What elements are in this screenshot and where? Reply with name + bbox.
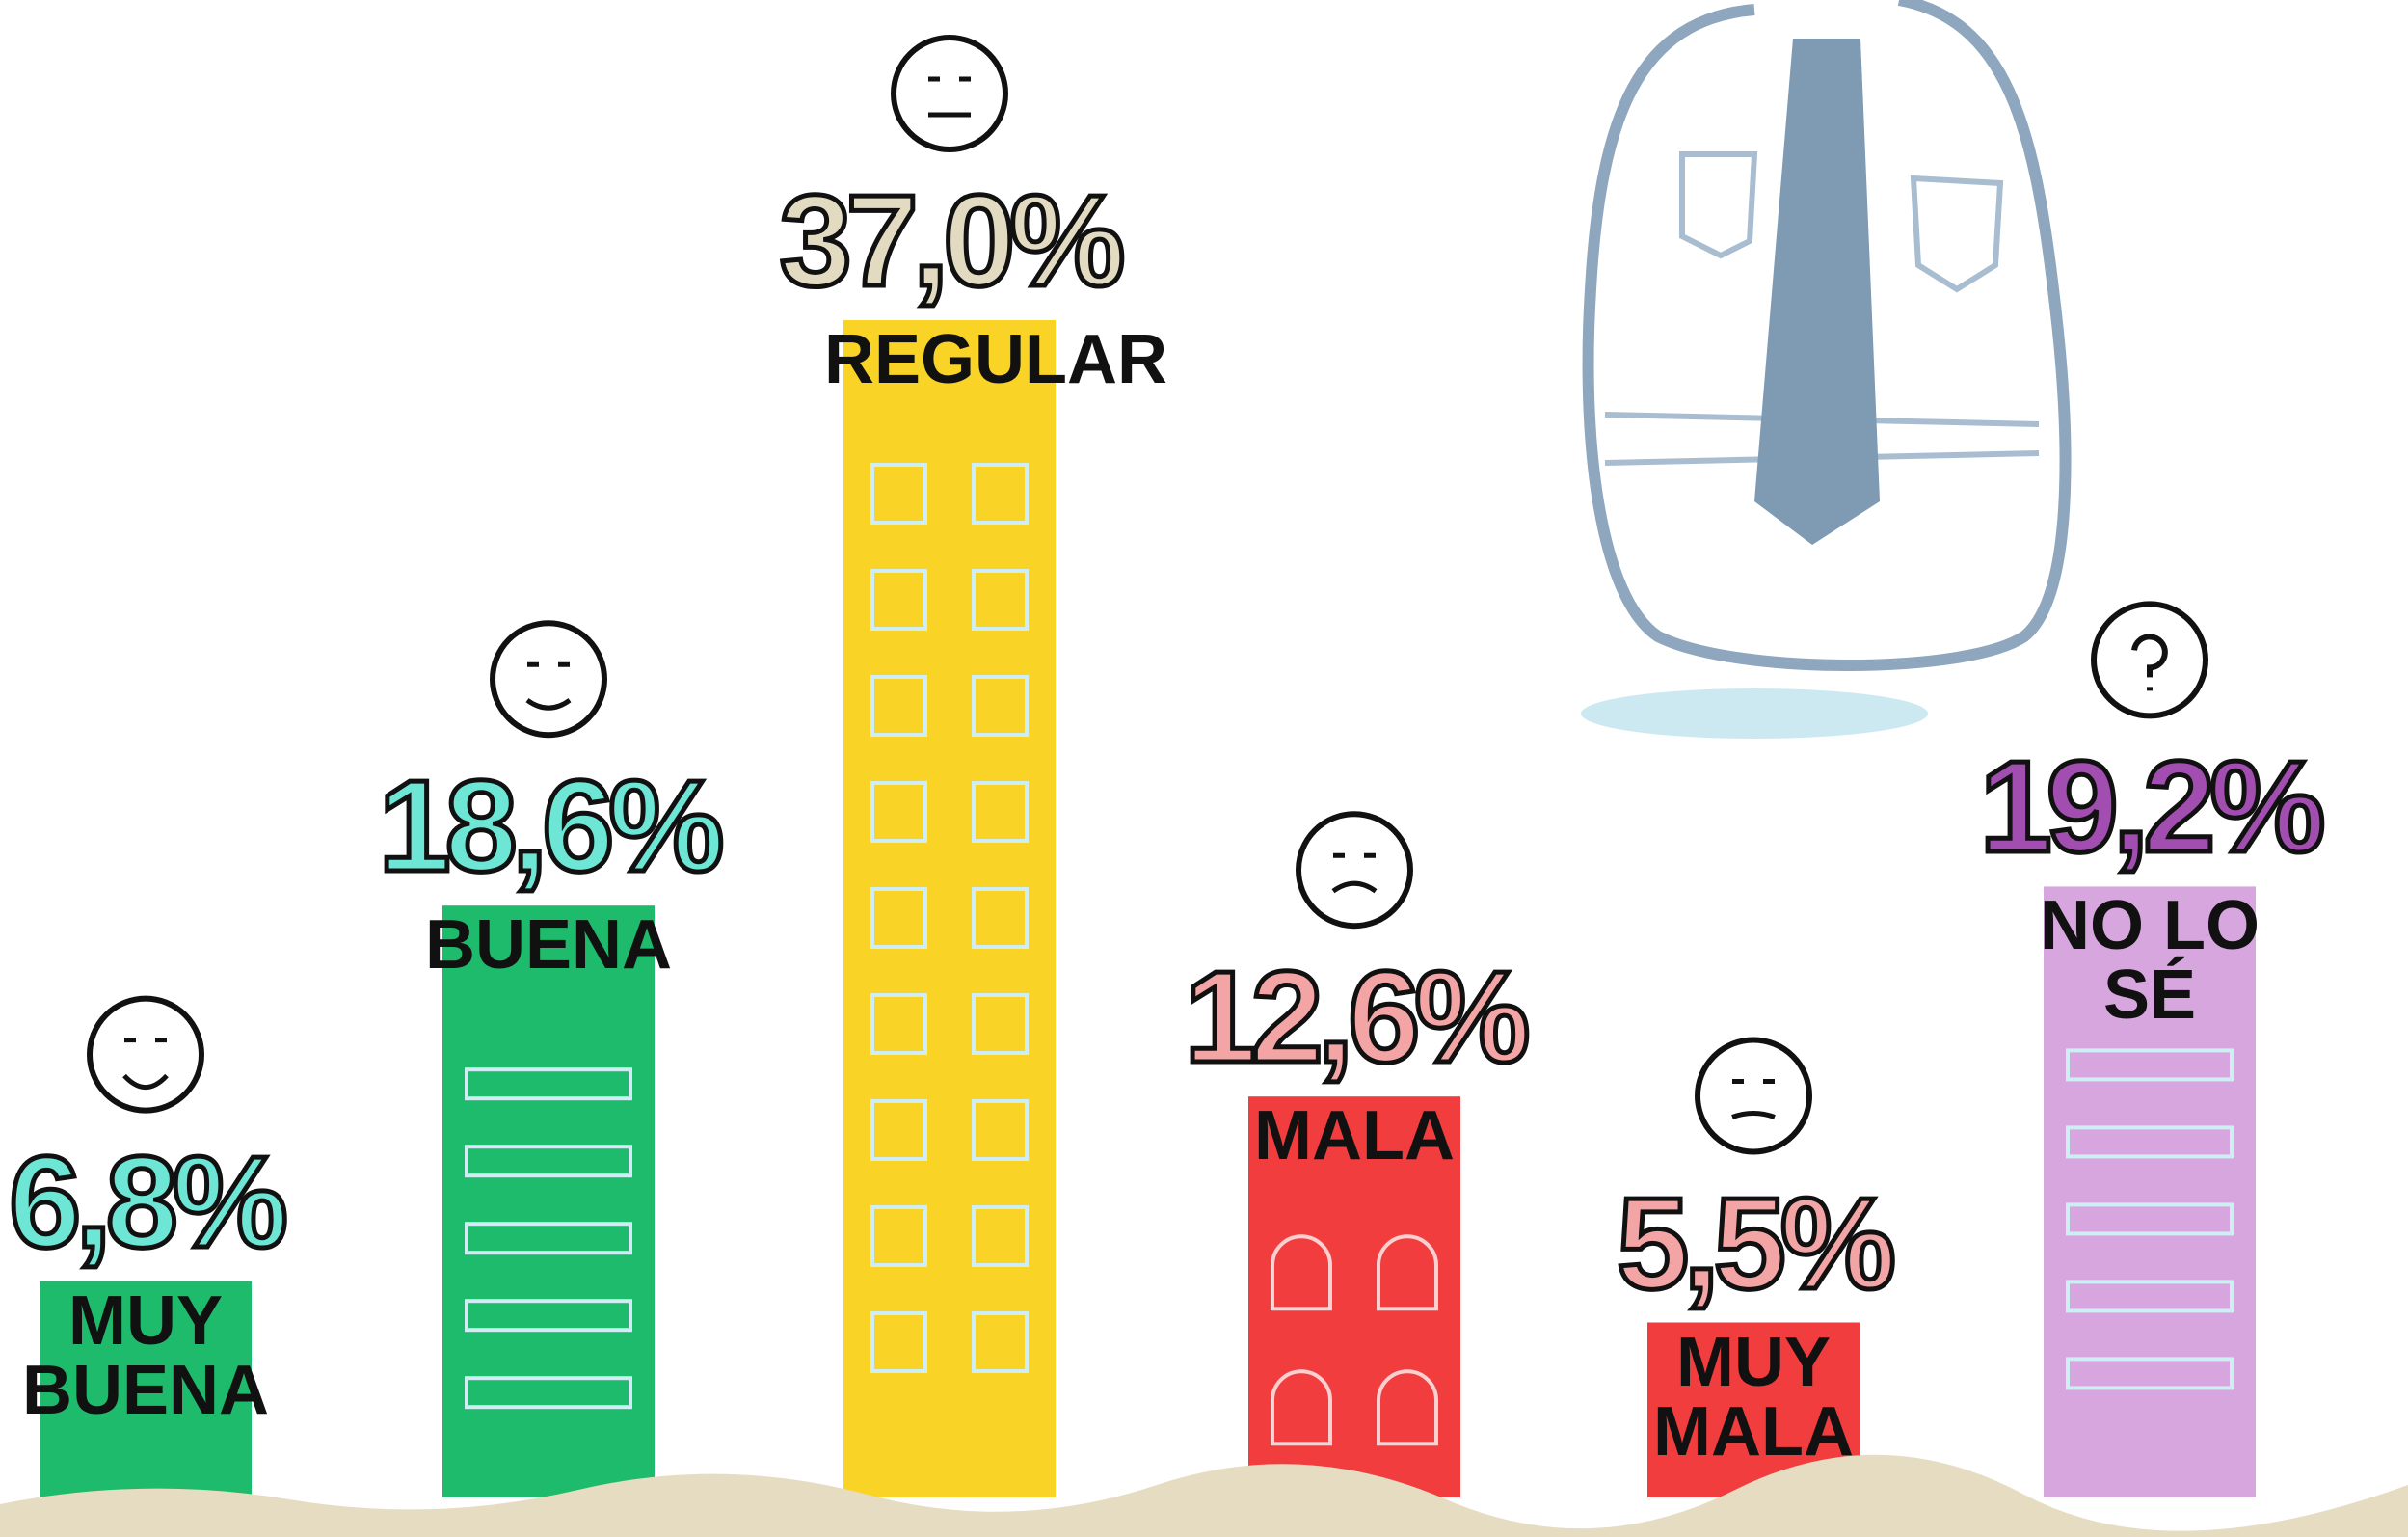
category-label: BUENA: [423, 910, 674, 980]
face: [493, 623, 604, 735]
face: [894, 38, 1005, 149]
value-label: 18,6%: [336, 761, 761, 891]
infographic: 6,8% MUY BUENA 18,6% BUENA 37,0% REGULAR 12,6%…: [0, 0, 2408, 1537]
category-label: MALA: [1229, 1101, 1480, 1171]
value-label: 5,5%: [1541, 1178, 1966, 1308]
value-label: 12,6%: [1142, 952, 1566, 1082]
value-label: 6,8%: [0, 1137, 358, 1267]
category-label: MUY MALA: [1628, 1328, 1879, 1467]
value-label: 37,0%: [737, 175, 1162, 306]
shadow: [1581, 688, 1928, 739]
face: [2094, 604, 2206, 715]
shirt-illustration: [1581, 0, 2065, 739]
value-label: 19,2%: [1938, 742, 2362, 872]
category-label: MUY BUENA: [20, 1286, 271, 1425]
face: [1698, 1040, 1809, 1152]
category-label: REGULAR: [824, 325, 1075, 394]
face: [1298, 814, 1410, 926]
category-label: NO LO SÉ: [2024, 891, 2275, 1030]
face: [90, 999, 201, 1111]
tie: [1754, 39, 1880, 545]
bar: [843, 320, 1056, 1497]
